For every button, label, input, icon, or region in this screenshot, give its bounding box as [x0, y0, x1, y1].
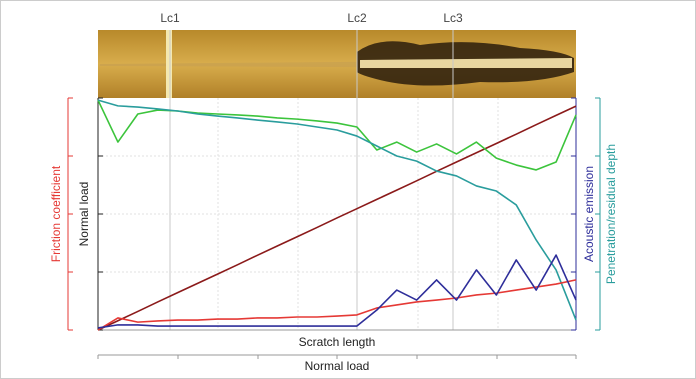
x-label: Scratch length — [299, 335, 376, 349]
scratch-groove — [360, 58, 572, 68]
y-axis-label: Penetration/residual depth — [604, 144, 618, 284]
y-axis-label: Acoustic emission — [582, 166, 596, 262]
lc-lines — [169, 30, 454, 330]
series-line — [97, 99, 577, 321]
lc-label: Lc3 — [443, 11, 463, 25]
scratch-flash — [166, 30, 172, 98]
series-line — [97, 279, 577, 331]
x2-label: Normal load — [305, 359, 370, 373]
lc-label: Lc1 — [160, 11, 180, 25]
y-axis-label: Friction coefficient — [49, 165, 63, 262]
series-line — [97, 254, 577, 329]
y-axis-label: Normal load — [77, 182, 91, 247]
x2-ticks — [97, 355, 577, 359]
series-line — [97, 105, 577, 331]
lc-label: Lc2 — [347, 11, 367, 25]
